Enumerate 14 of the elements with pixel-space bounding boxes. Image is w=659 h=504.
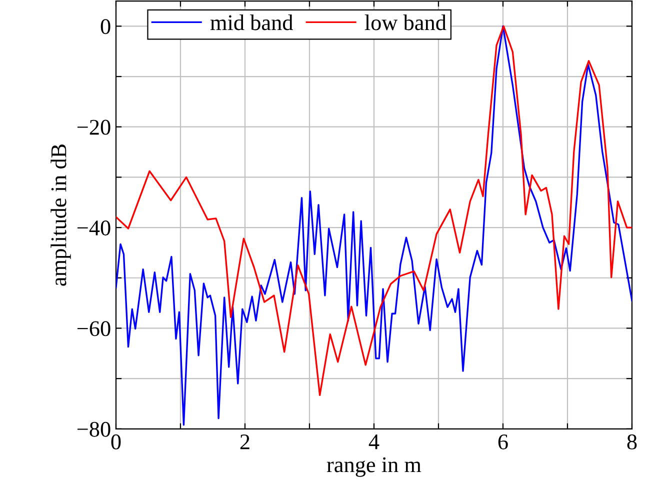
y-tick-label: 0 [100,19,110,34]
y-tick-label: −60 [77,321,110,336]
x-tick-label: 6 [498,434,508,450]
legend-label: mid band [210,14,294,30]
y-tick-label: −80 [77,422,110,437]
y-axis-title: amplitude in dB [50,144,71,286]
x-tick-label: 0 [111,434,121,450]
y-tick-label: −40 [77,220,110,236]
legend-label: low band [364,14,446,30]
y-tick-label: −20 [77,120,110,135]
x-tick-label: 2 [240,434,250,450]
x-axis-title: range in m [326,457,422,477]
x-tick-label: 8 [627,434,637,450]
x-tick-label: 4 [368,434,380,450]
